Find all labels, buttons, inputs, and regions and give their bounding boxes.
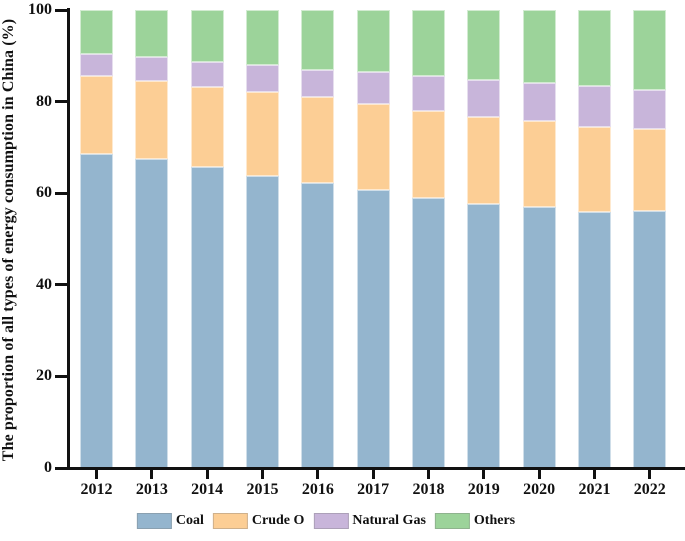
bar-segment-others-2014 bbox=[190, 10, 224, 62]
bar-segment-crude-o-2015 bbox=[245, 91, 279, 176]
bar-segment-others-2022 bbox=[633, 10, 667, 91]
bar-segment-others-2020 bbox=[522, 10, 556, 83]
bar-segment-others-2019 bbox=[467, 10, 501, 81]
y-axis-title: The proportion of all types of energy co… bbox=[0, 18, 17, 462]
y-tick-label-40: 40 bbox=[36, 275, 52, 293]
x-tick-2012 bbox=[95, 470, 98, 479]
bar-segment-natural-gas-2014 bbox=[190, 61, 224, 88]
y-tick-60 bbox=[55, 191, 67, 195]
x-tick-label-2020: 2020 bbox=[523, 481, 556, 498]
bar-segment-coal-2012 bbox=[80, 154, 113, 468]
x-tick-2016 bbox=[316, 470, 320, 479]
legend-swatch-crude-o bbox=[212, 513, 248, 529]
bar-segment-coal-2018 bbox=[411, 197, 445, 468]
bar-segment-coal-2017 bbox=[356, 190, 390, 468]
bar-segment-coal-2016 bbox=[301, 183, 335, 468]
bar-segment-natural-gas-2016 bbox=[301, 69, 335, 98]
x-tick-2020 bbox=[537, 470, 541, 479]
x-tick-label-2018: 2018 bbox=[412, 481, 445, 498]
x-tick-2022 bbox=[648, 470, 652, 479]
x-tick-label-2015: 2015 bbox=[246, 481, 279, 498]
bar-segment-coal-2014 bbox=[190, 166, 224, 468]
y-tick-100 bbox=[55, 8, 67, 12]
y-axis-line bbox=[67, 8, 70, 470]
bar-segment-natural-gas-2013 bbox=[135, 56, 169, 81]
y-tick-80 bbox=[55, 100, 67, 104]
x-tick-2018 bbox=[426, 470, 430, 479]
bar-segment-natural-gas-2020 bbox=[522, 82, 556, 122]
bar-segment-natural-gas-2017 bbox=[356, 72, 390, 104]
legend-label-others: Others bbox=[473, 513, 516, 528]
legend: Coal Crude O Natural Gas Others bbox=[136, 513, 516, 529]
bar-segment-others-2012 bbox=[80, 10, 113, 55]
bar-segment-natural-gas-2018 bbox=[411, 76, 445, 112]
bar-segment-others-2016 bbox=[301, 10, 335, 70]
x-tick-label-2019: 2019 bbox=[467, 481, 500, 498]
x-axis-line bbox=[67, 467, 685, 470]
bar-segment-crude-o-2017 bbox=[356, 103, 390, 191]
x-tick-label-2013: 2013 bbox=[135, 481, 168, 498]
legend-label-coal: Coal bbox=[175, 513, 204, 528]
bar-segment-crude-o-2016 bbox=[301, 97, 335, 184]
y-tick-20 bbox=[55, 374, 67, 378]
x-tick-label-2016: 2016 bbox=[301, 481, 334, 498]
x-tick-label-2021: 2021 bbox=[578, 481, 611, 498]
legend-swatch-coal bbox=[136, 513, 172, 529]
y-tick-40 bbox=[55, 283, 67, 287]
bar-segment-crude-o-2018 bbox=[411, 111, 445, 198]
x-tick-2019 bbox=[482, 470, 486, 479]
x-tick-label-2022: 2022 bbox=[633, 481, 666, 498]
x-tick-2014 bbox=[205, 470, 209, 479]
legend-item-crude-o: Crude O bbox=[212, 513, 305, 529]
bar-segment-crude-o-2020 bbox=[522, 121, 556, 208]
y-tick-0 bbox=[55, 466, 67, 470]
bar-segment-crude-o-2014 bbox=[190, 87, 224, 167]
bar-segment-natural-gas-2012 bbox=[80, 54, 113, 77]
legend-item-natural-gas: Natural Gas bbox=[313, 513, 426, 529]
x-tick-2015 bbox=[260, 470, 264, 479]
bar-segment-crude-o-2012 bbox=[80, 76, 113, 155]
bar-segment-coal-2020 bbox=[522, 207, 556, 468]
x-tick-label-2012: 2012 bbox=[80, 481, 113, 498]
bar-segment-others-2018 bbox=[411, 10, 445, 77]
bar-segment-natural-gas-2022 bbox=[633, 90, 667, 129]
y-tick-label-100: 100 bbox=[28, 1, 52, 18]
y-tick-label-0: 0 bbox=[44, 459, 52, 476]
legend-item-others: Others bbox=[434, 513, 516, 529]
x-tick-label-2017: 2017 bbox=[357, 481, 390, 498]
x-tick-label-2014: 2014 bbox=[191, 481, 224, 498]
bar-segment-others-2013 bbox=[135, 10, 169, 57]
bar-segment-coal-2022 bbox=[633, 210, 667, 468]
bar-segment-natural-gas-2015 bbox=[245, 64, 279, 92]
bar-segment-natural-gas-2019 bbox=[467, 80, 501, 117]
x-tick-2021 bbox=[592, 470, 596, 479]
y-tick-label-20: 20 bbox=[36, 367, 52, 385]
bar-segment-coal-2013 bbox=[135, 159, 169, 468]
bar-segment-crude-o-2013 bbox=[135, 80, 169, 160]
bar-segment-coal-2019 bbox=[467, 203, 501, 468]
x-tick-2013 bbox=[150, 470, 154, 479]
legend-label-natural-gas: Natural Gas bbox=[352, 513, 426, 528]
bar-segment-crude-o-2021 bbox=[577, 126, 611, 212]
bar-segment-coal-2021 bbox=[577, 211, 611, 468]
legend-label-crude-o: Crude O bbox=[251, 513, 305, 528]
x-tick-2017 bbox=[371, 470, 375, 479]
legend-swatch-natural-gas bbox=[313, 513, 349, 529]
bar-segment-coal-2015 bbox=[245, 175, 279, 468]
y-tick-label-60: 60 bbox=[36, 184, 52, 202]
bar-segment-others-2021 bbox=[577, 10, 611, 87]
legend-swatch-others bbox=[434, 513, 470, 529]
y-tick-label-80: 80 bbox=[36, 92, 52, 110]
bar-segment-crude-o-2022 bbox=[633, 128, 667, 211]
bar-segment-others-2015 bbox=[245, 10, 279, 65]
bar-segment-others-2017 bbox=[356, 10, 390, 73]
legend-item-coal: Coal bbox=[136, 513, 204, 529]
bar-segment-crude-o-2019 bbox=[467, 116, 501, 204]
bar-segment-natural-gas-2021 bbox=[577, 86, 611, 127]
